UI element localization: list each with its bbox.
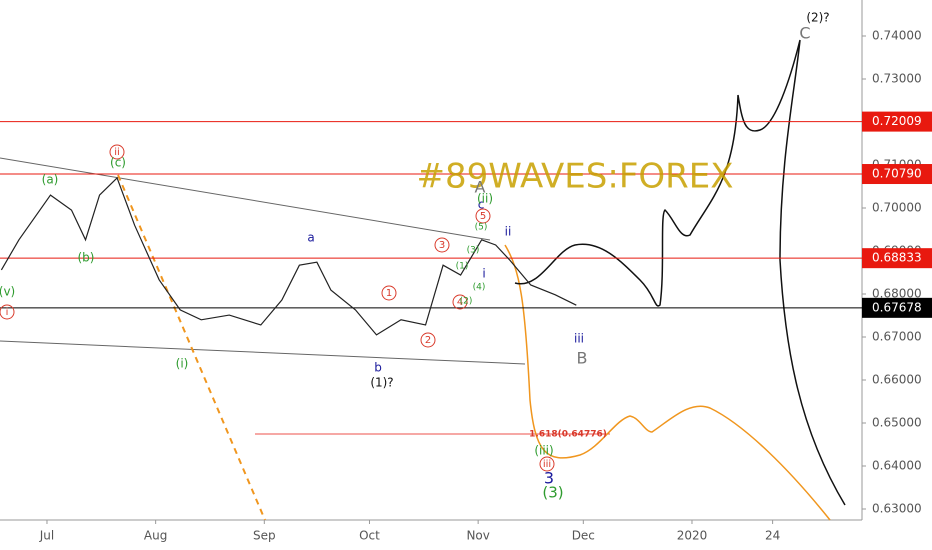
wave-label: iii — [543, 459, 551, 470]
wave-label: (ii) — [477, 192, 493, 206]
circle — [381, 285, 397, 301]
circle — [420, 332, 436, 348]
y-tick-label: 0.66000 — [872, 372, 922, 386]
level-box — [862, 297, 932, 318]
wave-label: 4 — [457, 297, 463, 308]
wave-label: iii — [574, 332, 584, 346]
wave-label: (c) — [110, 156, 126, 170]
wave-label: (a) — [42, 173, 59, 187]
wave-label: 2 — [425, 335, 431, 346]
circle — [0, 304, 15, 320]
wave-label: (1)? — [370, 376, 393, 390]
wave-label: (3) — [542, 484, 563, 502]
wave-label: b — [374, 361, 382, 375]
wave-label: (4) — [473, 283, 486, 293]
price-line — [0, 176, 577, 336]
wave-label: (5) — [475, 223, 488, 233]
wave-label: (2)? — [806, 11, 829, 25]
wave-label: c — [478, 198, 485, 212]
wave-label: (3) — [467, 246, 480, 256]
projection-dashed — [117, 174, 266, 521]
wave-label: 3 — [544, 469, 554, 488]
circle — [434, 237, 450, 253]
wave-label: (b) — [78, 251, 95, 265]
level-label: 0.67678 — [872, 300, 922, 314]
wave-label: 3 — [439, 240, 445, 251]
y-tick-label: 0.63000 — [872, 501, 922, 515]
level-box — [862, 248, 932, 269]
wave-label: B — [577, 349, 588, 368]
wave-label: (iii) — [534, 444, 553, 458]
wave-label: A — [475, 178, 486, 197]
wave-label: 1 — [386, 288, 392, 299]
fib-label: 1.618(0.64776) — [529, 430, 607, 440]
y-tick-label: 0.73000 — [872, 71, 922, 85]
x-tick-label: Oct — [359, 529, 380, 543]
x-tick-label: 2020 — [677, 529, 708, 543]
y-tick-label: 0.65000 — [872, 415, 922, 429]
circle — [539, 456, 555, 472]
level-label: 0.68833 — [872, 251, 922, 265]
x-tick-label: Aug — [144, 529, 167, 543]
y-tick-label: 0.67000 — [872, 329, 922, 343]
axis: 0.740000.730000.720000.710000.700000.690… — [39, 28, 932, 543]
x-tick-label: Dec — [572, 529, 595, 543]
wave-label: ii — [505, 225, 512, 239]
level-label: 0.72009 — [872, 114, 922, 128]
watermark: #89WAVES:FOREX — [416, 157, 733, 197]
wave-label: i — [6, 307, 9, 318]
circle — [452, 294, 468, 310]
wave-label: (2) — [460, 297, 473, 307]
circle — [475, 208, 491, 224]
wave-label: 5 — [480, 211, 486, 222]
wave-label: C — [799, 24, 810, 43]
trend-line — [0, 340, 526, 365]
projection-orange — [504, 244, 831, 521]
x-tick-label: Sep — [253, 529, 276, 543]
wave-label: a — [307, 231, 314, 245]
wave-label: (i) — [176, 357, 189, 371]
level-label: 0.70790 — [872, 167, 922, 181]
trend-line — [0, 157, 491, 241]
wave-label: ii — [114, 147, 120, 158]
x-tick-label: Jul — [39, 529, 54, 543]
level-box — [862, 111, 932, 132]
wave-label: (v) — [0, 285, 15, 299]
wave-label: (1) — [456, 262, 469, 272]
marks — [0, 121, 862, 336]
level-box — [862, 164, 932, 185]
y-tick-label: 0.70000 — [872, 200, 922, 214]
wave-label: i — [482, 267, 485, 281]
projection-black — [514, 39, 846, 506]
x-tick-label: Nov — [466, 529, 489, 543]
y-tick-label: 0.64000 — [872, 458, 922, 472]
circle — [109, 144, 125, 160]
annotations: #89WAVES:FOREX (2)? C ii (c) (a) (b) (v)… — [0, 11, 830, 502]
plot — [0, 39, 846, 521]
y-tick-label: 0.74000 — [872, 28, 922, 42]
y-tick-label: 0.68000 — [872, 286, 922, 300]
x-tick-label: 24 — [765, 529, 780, 543]
